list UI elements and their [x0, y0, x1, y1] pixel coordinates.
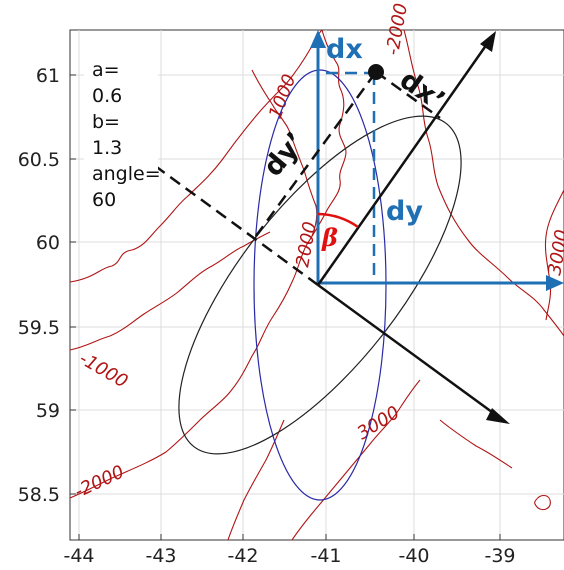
x-tick-label: -39: [484, 545, 515, 567]
target-point: [368, 64, 384, 80]
param-line: 0.6: [92, 85, 122, 107]
rotated-major-axis-arrowhead: [480, 31, 496, 52]
contour-label-1000-top: 1000: [265, 71, 300, 121]
param-line: b=: [92, 111, 120, 133]
contour-1000-lower: [69, 231, 271, 351]
x-tick-label: -41: [310, 545, 341, 567]
x-tick-label: -43: [145, 545, 176, 567]
contour-label-2000-top: -2000: [382, 2, 412, 57]
beta-angle-arc: [317, 212, 359, 229]
contour-3000-south: [291, 379, 421, 541]
rotated-minor-axis-line: [317, 283, 497, 417]
contour-1000-west: [69, 29, 323, 283]
param-line: 60: [92, 189, 116, 211]
x-tick-label: -44: [63, 545, 94, 567]
contour-label-1000-left: -1000: [76, 348, 132, 392]
contour-2000-inner: [251, 69, 318, 237]
dy-label: dy: [386, 196, 423, 227]
rotated-major-axis-line: [316, 43, 489, 286]
dx-prime-projection: [375, 70, 441, 120]
params-background: [84, 52, 158, 212]
dy-prime-label: dy’: [258, 126, 312, 182]
contour-label-2000-left: -2000: [71, 461, 127, 502]
contour-small-loop: [534, 494, 551, 511]
plot-frame: [69, 29, 564, 541]
dx-label: dx: [326, 34, 363, 65]
east-axis-arrowhead: [546, 275, 564, 291]
contour-label-3000-right: 3000: [544, 228, 564, 277]
contour-extra-south: [227, 419, 285, 541]
param-line: a=: [92, 59, 120, 81]
rotated-minor-axis-arrowhead: [486, 408, 510, 424]
y-tick-label: 61: [36, 65, 60, 87]
contour-3000-far-east: [544, 189, 564, 321]
param-line: angle=: [92, 163, 161, 185]
x-tick-label: -40: [398, 545, 429, 567]
y-tick-label: 60: [36, 232, 60, 254]
param-line: 1.3: [92, 137, 122, 159]
dy-prime-projection: [254, 71, 378, 237]
contour-2000-center: [69, 29, 347, 499]
tick-marks: [70, 74, 501, 540]
beta-label: β: [321, 223, 338, 252]
contour-label-3000-bottom: 3000: [354, 402, 404, 444]
unrotated-ellipse: [253, 69, 387, 501]
y-tick-label: 58.5: [18, 484, 60, 506]
north-axis-arrowhead: [310, 30, 326, 48]
y-tick-label: 59: [36, 400, 60, 422]
x-tick-label: -42: [227, 545, 258, 567]
y-tick-label: 59.5: [18, 317, 60, 339]
grid: [70, 30, 564, 540]
y-tick-label: 60.5: [18, 149, 60, 171]
contour-extra-east: [439, 419, 513, 469]
